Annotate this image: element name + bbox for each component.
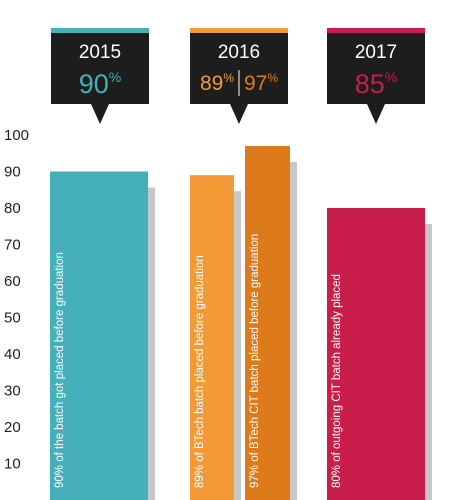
bar <box>50 171 148 500</box>
bar-shadow <box>425 224 432 500</box>
bar-label: 80% of outgoing CIT batch already placed <box>331 274 343 488</box>
callout-pointer <box>91 104 109 124</box>
callout-year: 2015 <box>79 42 121 63</box>
y-tick-label: 60 <box>4 273 21 290</box>
bar <box>327 208 425 500</box>
bar-shadow <box>234 191 241 500</box>
callout-accent <box>51 28 149 33</box>
callout-value: 90% <box>79 69 122 99</box>
bars: 90% of the batch got placed before gradu… <box>50 145 425 500</box>
callout-year: 2017 <box>355 42 397 63</box>
bar-shadows <box>148 161 432 500</box>
bar-label: 90% of the batch got placed before gradu… <box>54 252 66 488</box>
bar-shadow <box>290 161 297 500</box>
callout-2015: 2015 90% <box>51 28 149 124</box>
y-tick-label: 90 <box>4 164 21 181</box>
bar <box>190 175 234 500</box>
bar-label: 97% of BTech CIT batch placed before gra… <box>249 234 261 488</box>
callout-accent <box>327 28 425 33</box>
y-tick-label: 30 <box>4 383 21 400</box>
callout-accent <box>190 28 288 33</box>
y-tick-label: 50 <box>4 310 21 327</box>
bar <box>245 145 290 500</box>
y-tick-label: 70 <box>4 237 21 254</box>
callout-value: 85% <box>355 69 398 99</box>
callout-value: 97% <box>244 71 278 95</box>
callout-pointer <box>367 104 385 124</box>
callout-year: 2016 <box>218 42 260 63</box>
bar-label: 89% of BTech batch placed before graduat… <box>194 255 206 488</box>
callout-2017: 2017 85% <box>327 28 425 124</box>
callout-pointer <box>230 104 248 124</box>
y-tick-label: 10 <box>4 456 21 473</box>
y-axis: 10 20 30 40 50 60 70 80 90 100 <box>4 127 29 473</box>
y-tick-label: 80 <box>4 200 21 217</box>
callout-box <box>327 33 425 104</box>
y-tick-label: 20 <box>4 419 21 436</box>
bar-shadow <box>148 187 155 500</box>
callout-box <box>51 33 149 104</box>
callout-2016: 2016 89% 97% <box>190 28 288 124</box>
y-tick-label: 100 <box>4 127 29 144</box>
y-tick-label: 40 <box>4 346 21 363</box>
callout-value: 89% <box>200 71 234 95</box>
year-callouts: 2015 90% 2016 89% 97% 2017 85% <box>51 28 425 124</box>
